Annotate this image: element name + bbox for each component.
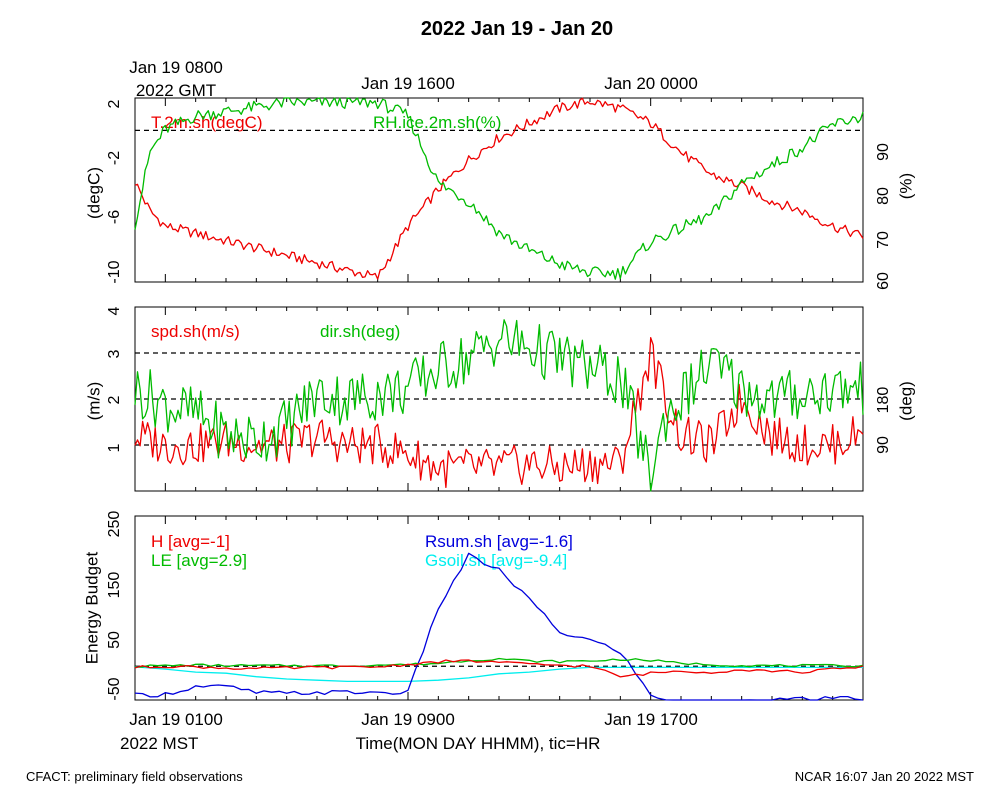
footer-right: NCAR 16:07 Jan 20 2022 MST — [795, 769, 974, 784]
axis-ticks — [134, 98, 864, 700]
p3-left-tick-1: 250 — [106, 511, 123, 538]
p1-left-axis-label: (degC) — [84, 167, 103, 219]
footer-left: CFACT: preliminary field observations — [26, 769, 243, 784]
p1-left-tick-2: -2 — [106, 151, 123, 165]
p2-left-tick-2: 3 — [106, 349, 123, 358]
series-line-p3-3 — [134, 666, 863, 683]
p3-left-tick-2: 150 — [106, 572, 123, 599]
p1-legend-temperature: T.2m.sh(degC) — [151, 113, 262, 132]
p3-legend-rsum: Rsum.sh [avg=-1.6] — [425, 532, 573, 551]
p2-left-axis-label: (m/s) — [84, 382, 103, 421]
series-line-p3-2 — [134, 552, 864, 701]
p1-legend-humidity: RH.ice.2m.sh(%) — [373, 113, 501, 132]
p1-right-tick-2: 80 — [875, 187, 892, 205]
x-axis-label: Time(MON DAY HHMM), tic=HR — [356, 734, 601, 753]
gmt-tick-label-1: Jan 19 0800 — [129, 58, 223, 77]
x-tick-label-3: Jan 19 1700 — [604, 710, 698, 729]
p3-left-axis-label: Energy Budget — [82, 551, 101, 664]
p2-right-tick-1: 180 — [875, 387, 892, 414]
p1-right-tick-4: 60 — [875, 272, 892, 290]
series-line-p1-0 — [134, 97, 864, 280]
x-tick-label-2: Jan 19 0900 — [361, 710, 455, 729]
p2-legend-speed: spd.sh(m/s) — [151, 322, 240, 341]
p3-left-tick-3: 50 — [106, 631, 123, 649]
x-year-label: 2022 MST — [120, 734, 198, 753]
chart-title: 2022 Jan 19 - Jan 20 — [421, 18, 613, 40]
p2-right-axis-label: (deg) — [896, 381, 915, 421]
p1-right-tick-3: 70 — [875, 231, 892, 249]
series-line-p1-1 — [134, 97, 864, 280]
p3-legend-gsoil: Gsoil.sh [avg=-9.4] — [425, 551, 567, 570]
p3-legend-h: H [avg=-1] — [151, 532, 230, 551]
x-tick-label-1: Jan 19 0100 — [129, 710, 223, 729]
p1-right-axis-label: (%) — [896, 173, 915, 199]
gmt-year-label: 2022 GMT — [136, 81, 216, 100]
data-series — [134, 97, 864, 701]
p2-legend-direction: dir.sh(deg) — [320, 322, 400, 341]
series-line-p3-0 — [134, 659, 864, 678]
p3-legend-le: LE [avg=2.9] — [151, 551, 247, 570]
p2-left-tick-1: 4 — [106, 306, 123, 315]
gmt-tick-label-2: Jan 19 1600 — [361, 74, 455, 93]
gmt-tick-label-3: Jan 20 0000 — [604, 74, 698, 93]
p2-left-tick-4: 1 — [106, 443, 123, 452]
p2-right-tick-2: 90 — [875, 436, 892, 454]
p1-left-tick-4: -10 — [106, 260, 123, 283]
p1-left-tick-1: 2 — [106, 99, 123, 108]
series-line-p3-1 — [134, 657, 864, 668]
p2-left-tick-3: 2 — [106, 395, 123, 404]
p3-left-tick-4: -50 — [106, 677, 123, 700]
reference-lines — [135, 129, 863, 667]
series-line-p2-1 — [134, 319, 864, 492]
p1-left-tick-3: -6 — [106, 210, 123, 224]
series-line-p2-0 — [134, 337, 864, 489]
p1-right-tick-1: 90 — [875, 143, 892, 161]
